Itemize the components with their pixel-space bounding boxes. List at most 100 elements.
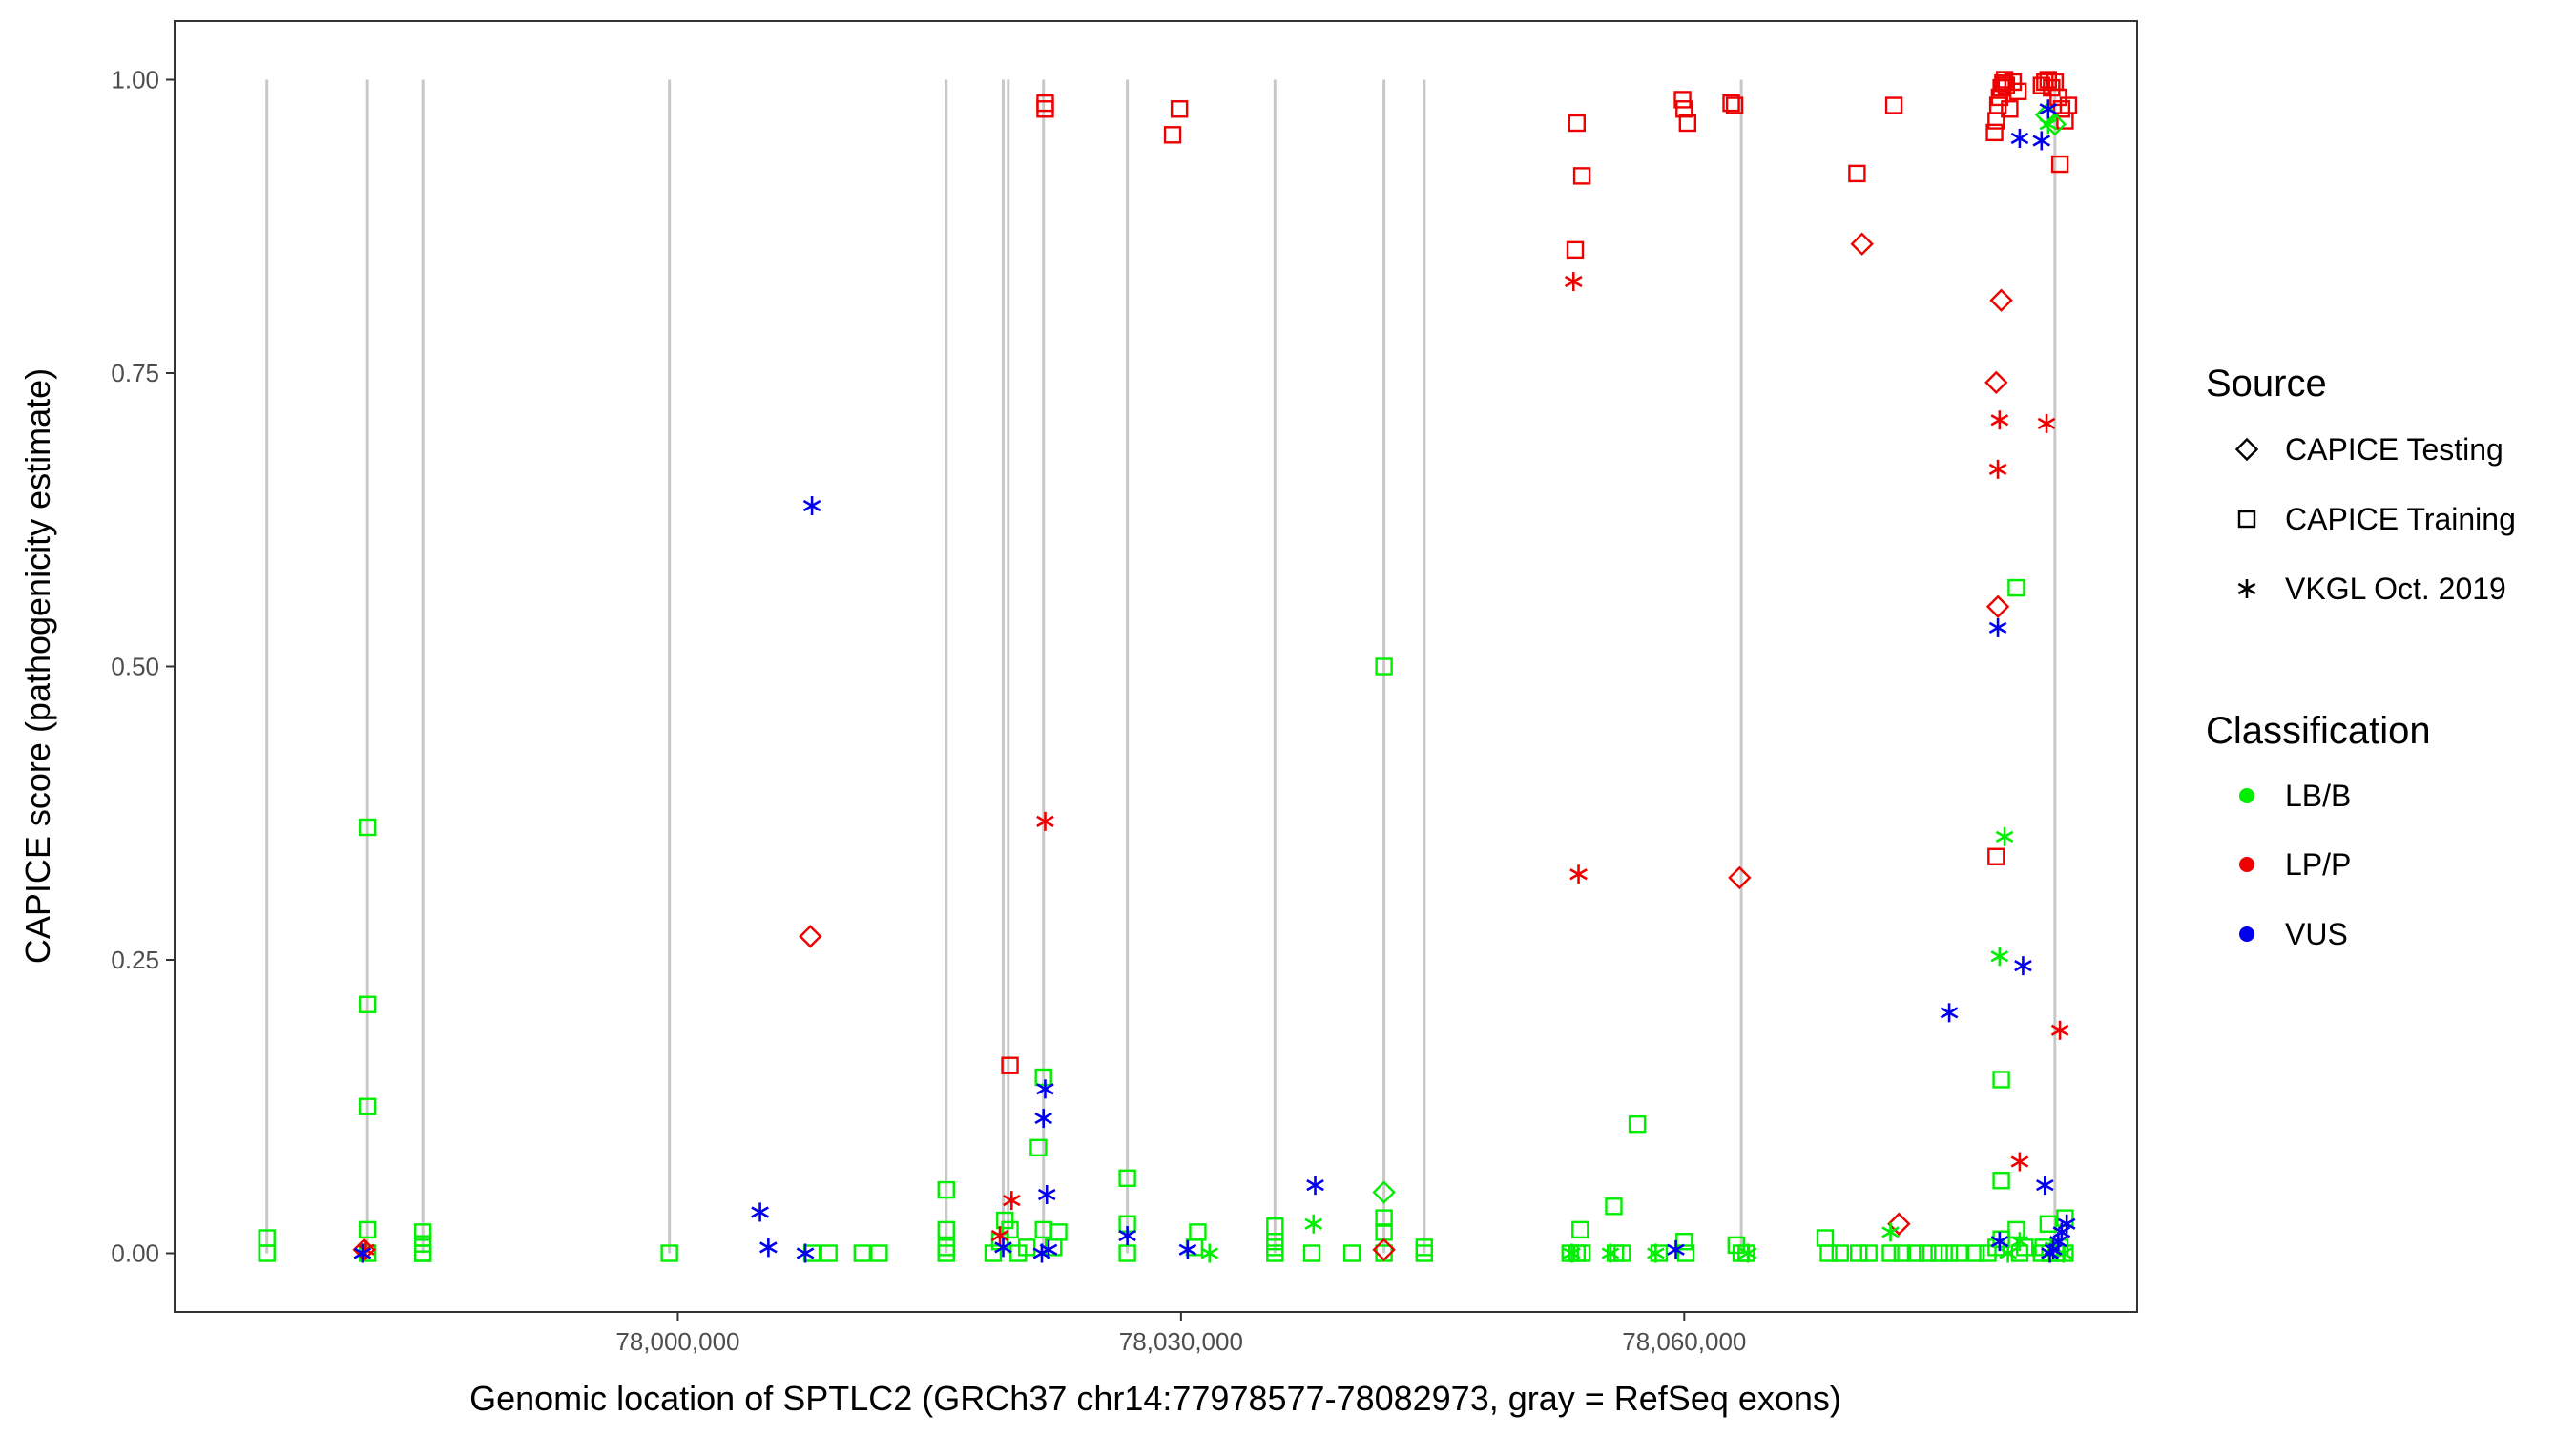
data-point [1985,594,2010,618]
data-point [2037,413,2056,433]
y-tick-label: 0.00 [111,1239,159,1268]
data-point [1029,1138,1048,1157]
data-point [414,1244,432,1262]
data-point [1850,232,1874,256]
data-point [1036,1079,1054,1099]
data-point [1987,847,2005,865]
data-point [1266,1238,1284,1257]
data-point [358,995,377,1013]
x-axis: 78,000,000 78,030,000 78,060,000 [615,1312,1746,1356]
exon-lines [265,79,2057,1254]
data-point [1001,1220,1019,1239]
data-point [1647,1243,1665,1263]
data-point [1990,1232,2009,1252]
data-point [1819,1244,1838,1262]
data-point [2010,1232,2029,1252]
data-point [1999,1243,2017,1263]
data-point [1967,1244,1985,1262]
data-point [1566,240,1585,260]
legend-class-label-vus: VUS [2285,917,2348,951]
data-point [1728,865,1752,890]
data-point [1039,1239,1058,1259]
data-point [1572,167,1591,185]
legend-source-label-training: CAPICE Training [2285,502,2516,536]
data-point [1940,1244,1959,1262]
data-point [990,1226,1009,1246]
data-point [1628,1114,1647,1134]
data-point [1930,1244,1948,1262]
data-point [2032,131,2051,151]
data-point [1564,272,1583,292]
data-point [1372,1238,1396,1262]
data-point [1738,1243,1757,1263]
data-point [1725,96,1744,114]
data-point [1678,114,1697,133]
legend-source-label-vkgl: VKGL Oct. 2019 [2285,572,2506,606]
data-point [1859,1244,1878,1262]
data-point [1037,1185,1056,1204]
y-axis: 0.00 0.25 0.50 0.75 1.00 [111,66,175,1268]
data-points [258,71,2078,1263]
data-point [2050,1020,2069,1040]
data-point [799,925,822,948]
data-point [1118,1169,1136,1187]
data-point [996,1211,1014,1230]
data-point [1884,96,1903,114]
data-point [820,1244,838,1262]
data-point [1950,1244,1968,1262]
data-point [414,1235,432,1253]
data-point [1919,1244,1937,1262]
data-point [1722,94,1740,113]
data-point [1002,1191,1021,1211]
data-point [1992,1172,2010,1190]
legend-class-dot [2239,926,2254,942]
y-tick-label: 0.25 [111,946,159,974]
data-point [1605,1197,1623,1216]
data-point [751,1202,769,1222]
data-point [1990,947,2009,967]
data-point [1887,1212,1911,1236]
legend-class-dot [2239,857,2254,872]
legend-source-symbol-square [2237,510,2256,529]
data-point [2008,82,2027,101]
data-point [1984,370,2008,395]
data-point [1563,1243,1581,1263]
data-point [1676,1244,1695,1262]
data-point [1992,1071,2010,1089]
plot-panel [174,20,2138,1313]
data-point [937,1180,955,1199]
data-point [1415,1244,1433,1262]
data-point [2004,73,2023,92]
data-point [1304,1214,1323,1234]
data-point [1881,1244,1900,1262]
data-point [2001,100,2019,118]
y-tick-label: 1.00 [111,66,159,94]
data-point [1568,114,1586,133]
data-point [1667,1239,1685,1259]
data-point [2039,1215,2058,1233]
data-point [1178,1239,1197,1259]
data-point [1001,1056,1019,1074]
data-point [1302,1244,1321,1262]
data-point [2007,1220,2025,1239]
data-point [1989,288,2013,312]
data-point [937,1244,955,1262]
data-point [2059,96,2078,114]
data-point [1342,1244,1361,1262]
legend-class-dot [2239,788,2254,803]
data-point [796,1243,815,1263]
x-tick-label: 78,030,000 [1119,1327,1243,1356]
x-axis-title: Genomic location of SPTLC2 (GRCh37 chr14… [469,1379,1841,1418]
data-point [1034,1068,1052,1087]
data-point [2010,129,2029,148]
data-point [1601,1243,1620,1263]
data-point [1893,1244,1912,1262]
data-point [853,1244,872,1262]
data-point [1372,1180,1396,1204]
data-point [1906,1244,1925,1262]
y-axis-title: CAPICE score (pathogenicity estimate) [18,368,57,964]
data-point [1881,1222,1900,1242]
data-point [937,1220,955,1239]
